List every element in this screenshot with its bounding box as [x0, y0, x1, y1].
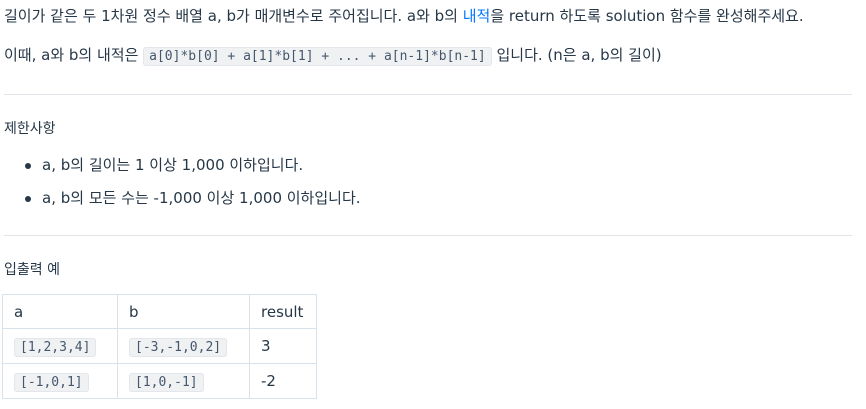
column-header-b: b: [117, 294, 250, 329]
divider: [4, 94, 852, 95]
cell-a: [-1,0,1]: [2, 363, 118, 399]
bullet-dot-icon: [25, 196, 31, 202]
description-text: 길이가 같은 두 1차원 정수 배열 a, b가 매개변수로 주어집니다. a와…: [4, 7, 463, 25]
constraints-list: a, b의 모든 수는 -1,000 이상 1,000 이하입니다.: [4, 187, 361, 209]
examples-table: a b result [1,2,3,4] [-3,-1,0,2] 3 [-1,0…: [2, 294, 317, 399]
column-header-result: result: [249, 294, 317, 329]
value-a: [1,2,3,4]: [14, 338, 97, 357]
constraints-heading: 제한사항: [4, 121, 56, 137]
dot-product-formula: a[0]*b[0] + a[1]*b[1] + ... + a[n-1]*b[n…: [143, 47, 492, 66]
cell-result: 3: [249, 328, 317, 364]
column-header-a: a: [2, 294, 118, 329]
bullet-dot-icon: [25, 163, 31, 169]
description-text: 이때, a와 b의 내적은: [4, 46, 144, 64]
divider: [4, 235, 852, 236]
description-text: 입니다. (n은 a, b의 길이): [491, 46, 662, 64]
description-paragraph-1: 길이가 같은 두 1차원 정수 배열 a, b가 매개변수로 주어집니다. a와…: [4, 5, 804, 27]
value-b: [1,0,-1]: [129, 373, 204, 392]
constraint-item: a, b의 모든 수는 -1,000 이상 1,000 이하입니다.: [4, 187, 361, 209]
cell-a: [1,2,3,4]: [2, 328, 118, 364]
description-paragraph-2: 이때, a와 b의 내적은 a[0]*b[0] + a[1]*b[1] + ..…: [4, 44, 662, 68]
cell-b: [-3,-1,0,2]: [117, 328, 250, 364]
cell-b: [1,0,-1]: [117, 363, 250, 399]
cell-result: -2: [249, 363, 317, 399]
constraint-text: a, b의 길이는 1 이상 1,000 이하입니다.: [42, 156, 304, 174]
table-row: [1,2,3,4] [-3,-1,0,2] 3: [2, 328, 317, 364]
dot-product-link[interactable]: 내적: [462, 7, 491, 25]
constraint-item: a, b의 길이는 1 이상 1,000 이하입니다.: [4, 154, 303, 176]
table-row: [-1,0,1] [1,0,-1] -2: [2, 363, 317, 399]
description-text: 을 return 하도록 solution 함수를 완성해주세요.: [490, 7, 804, 25]
constraint-text: a, b의 모든 수는 -1,000 이상 1,000 이하입니다.: [42, 189, 361, 207]
table-header-row: a b result: [2, 294, 317, 329]
value-a: [-1,0,1]: [14, 373, 89, 392]
examples-heading: 입출력 예: [4, 262, 60, 278]
constraints-list: a, b의 길이는 1 이상 1,000 이하입니다.: [4, 154, 303, 176]
value-b: [-3,-1,0,2]: [129, 338, 228, 357]
